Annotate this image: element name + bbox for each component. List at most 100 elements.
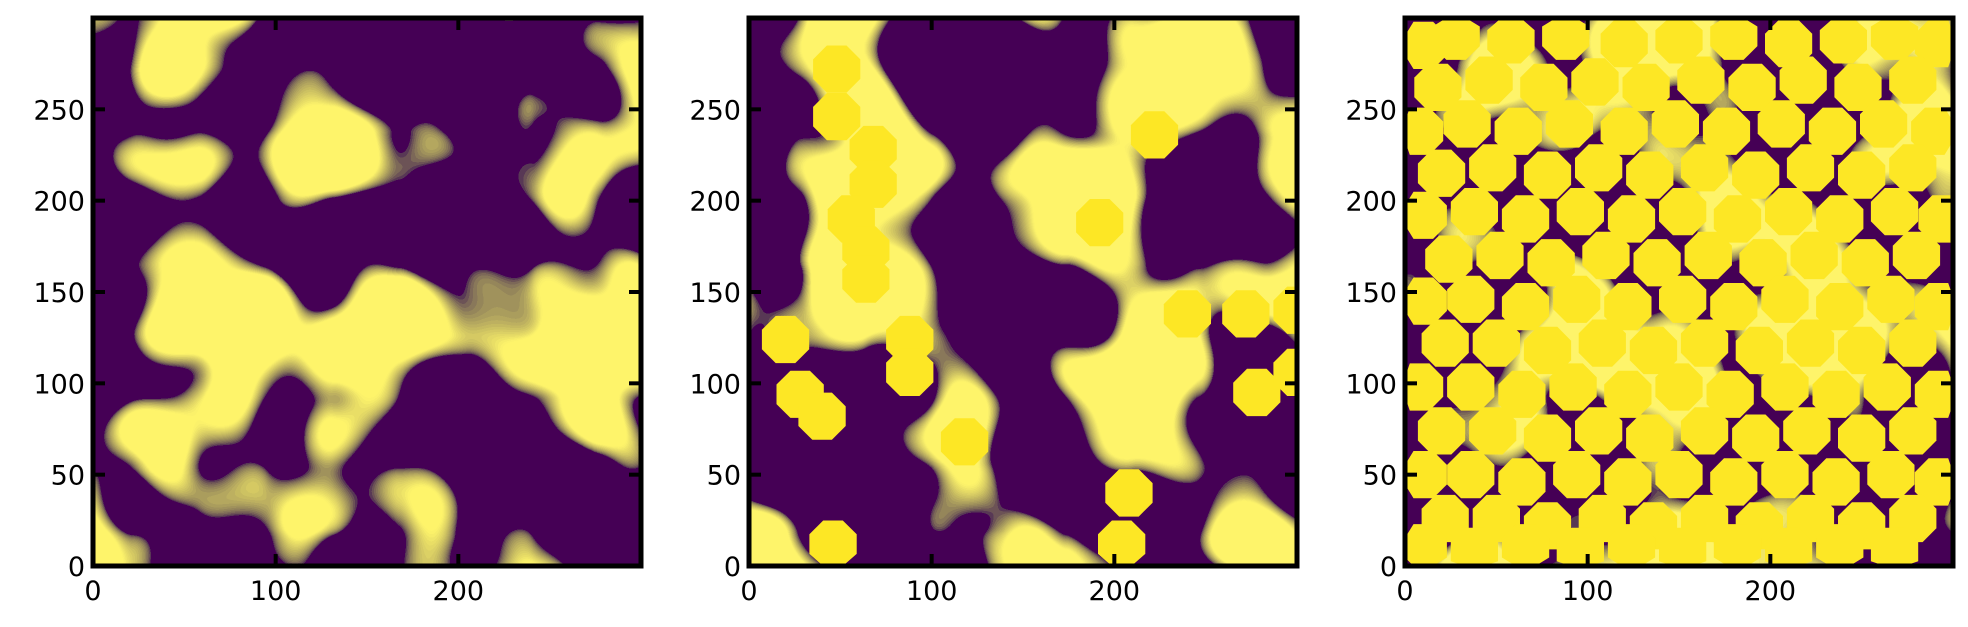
inclusion-octagon [1520, 63, 1568, 111]
x-tick-label: 0 [1396, 576, 1413, 607]
y-tick-label: 250 [1345, 95, 1397, 126]
inclusion-octagon [1405, 451, 1447, 499]
y-tick-label: 100 [1345, 369, 1397, 400]
inclusion-octagon [1889, 144, 1937, 192]
inclusion-octagon [1786, 319, 1835, 367]
inclusion-octagon [1607, 195, 1656, 243]
inclusion-octagon [1889, 319, 1937, 367]
inclusion-octagon [1790, 231, 1838, 280]
inclusion-octagon [842, 255, 890, 303]
x-tick-label: 100 [250, 576, 302, 607]
x-tick-label: 200 [1745, 576, 1797, 607]
inclusion-octagon [1911, 107, 1953, 155]
panel-1-ticks: 0 100 200 0 50 100 150 200 250 [33, 18, 641, 607]
inclusion-octagon [1501, 524, 1550, 566]
x-tick-label: 100 [1562, 576, 1614, 607]
inclusion-octagon [940, 418, 989, 466]
inclusion-octagon [1706, 370, 1754, 418]
inclusion-octagon [1739, 239, 1787, 287]
inclusion-octagon [1761, 363, 1809, 411]
inclusion-octagon [1728, 63, 1776, 111]
inclusion-octagon [1553, 275, 1601, 323]
inclusion-octagon [1786, 144, 1835, 192]
x-tick-label: 0 [740, 576, 757, 607]
y-tick-label: 0 [68, 552, 85, 583]
y-tick-label: 150 [33, 278, 85, 309]
inclusion-octagon [1838, 414, 1886, 462]
inclusion-octagon [1710, 18, 1758, 60]
y-tick-label: 50 [707, 461, 741, 492]
inclusion-octagon [1889, 407, 1937, 455]
inclusion-octagon [1732, 151, 1780, 199]
inclusion-octagon [1860, 100, 1908, 148]
inclusion-octagon [1816, 195, 1864, 243]
y-tick-label: 50 [1363, 461, 1397, 492]
inclusion-octagon [1867, 275, 1915, 323]
inclusion-octagon [1808, 107, 1857, 155]
y-tick-label: 150 [1345, 278, 1397, 309]
inclusion-octagon [1105, 469, 1153, 517]
inclusion-octagon [1604, 370, 1652, 418]
inclusion-octagon [1607, 524, 1656, 566]
inclusion-octagon [1469, 144, 1517, 192]
x-tick-label: 100 [906, 576, 958, 607]
inclusion-octagon [1732, 414, 1780, 462]
inclusion-octagon [1870, 18, 1919, 60]
panel-2: 0 100 200 0 50 100 150 200 250 [689, 15, 1300, 607]
inclusion-octagon [1465, 56, 1513, 104]
y-tick-label: 100 [33, 369, 85, 400]
inclusion-octagon [886, 348, 934, 396]
inclusion-octagon [1870, 188, 1919, 236]
x-tick-label: 200 [1089, 576, 1141, 607]
inclusion-octagon [1523, 151, 1572, 199]
inclusion-octagon [1838, 151, 1886, 199]
inclusion-octagon [1545, 100, 1593, 148]
inclusion-octagon [1417, 407, 1466, 455]
inclusion-octagon [1677, 56, 1725, 104]
inclusion-octagon [1575, 144, 1623, 192]
inclusion-octagon [1523, 414, 1572, 462]
inclusion-octagon [1812, 370, 1860, 418]
inclusion-octagon [1626, 414, 1674, 462]
inclusion-octagon [1450, 188, 1498, 236]
inclusion-octagon [1549, 363, 1597, 411]
panel-3-ticks: 0 100 200 0 50 100 150 200 250 [1345, 18, 1953, 607]
inclusion-octagon [1713, 195, 1762, 243]
inclusion-octagon [1604, 283, 1652, 331]
inclusion-octagon [809, 520, 857, 566]
inclusion-octagon [1870, 527, 1919, 566]
inclusion-octagon [1867, 451, 1915, 499]
panel-1-background [93, 18, 641, 566]
inclusion-octagon [1680, 319, 1729, 367]
inclusion-octagon [1501, 283, 1550, 331]
inclusion-octagon [1680, 407, 1729, 455]
inclusion-octagon [1575, 407, 1623, 455]
inclusion-octagon [1582, 231, 1630, 280]
y-tick-label: 200 [1345, 187, 1397, 218]
y-tick-label: 150 [689, 278, 741, 309]
inclusion-octagon [1863, 363, 1911, 411]
panel-2-ticks: 0 100 200 0 50 100 150 200 250 [689, 18, 1297, 607]
inclusion-octagon [1765, 188, 1813, 236]
inclusion-octagon [1735, 326, 1783, 375]
x-tick-label: 0 [84, 576, 101, 607]
y-tick-label: 0 [1380, 552, 1397, 583]
inclusion-octagon [1629, 326, 1678, 375]
inclusion-octagon [1680, 144, 1729, 192]
inclusion-octagon [1222, 290, 1270, 338]
inclusion-octagon [1487, 18, 1535, 64]
inclusion-octagon [1498, 458, 1546, 506]
inclusion-octagon [1604, 458, 1652, 506]
inclusion-octagon [1405, 191, 1447, 239]
inclusion-octagon [1702, 107, 1751, 155]
inclusion-octagon [1765, 19, 1813, 68]
inclusion-octagon [1659, 527, 1707, 566]
inclusion-octagon [1469, 407, 1517, 455]
y-tick-label: 100 [689, 369, 741, 400]
inclusion-octagon [1432, 18, 1480, 60]
inclusion-octagon [1914, 458, 1953, 506]
inclusion-octagon [1571, 58, 1619, 106]
inclusion-octagon [1816, 283, 1864, 331]
inclusion-octagon [1655, 451, 1703, 499]
